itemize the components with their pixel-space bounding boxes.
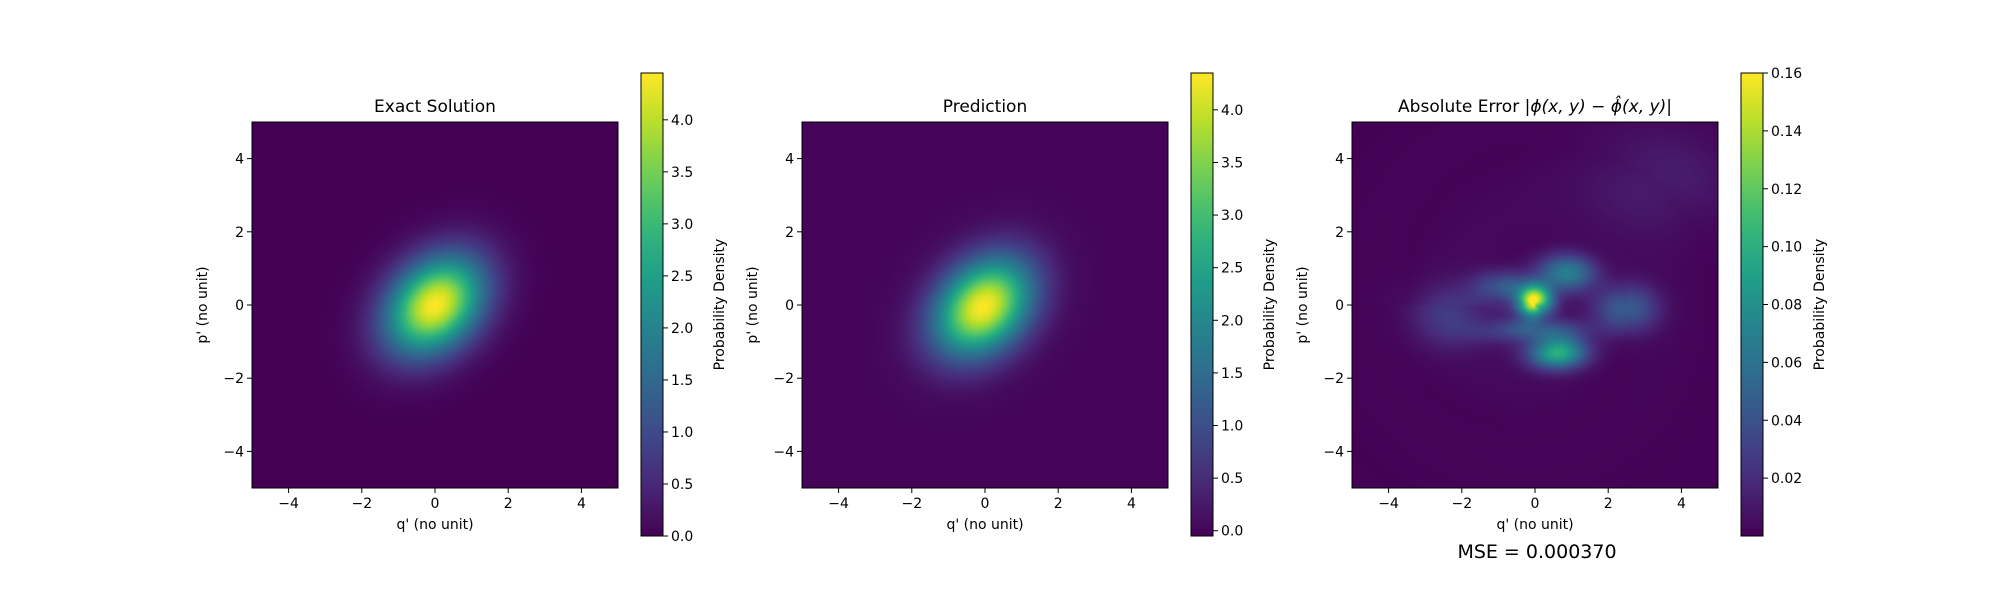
y-tick-label: 0 <box>785 298 794 314</box>
colorbar-tick-label: 4.0 <box>671 113 693 129</box>
colorbar-label: Probability Density <box>712 239 728 371</box>
heatmap-image <box>1352 122 1718 488</box>
y-tick-label: −4 <box>773 444 794 460</box>
chart-title: Prediction <box>943 97 1027 117</box>
x-axis-label: q' (no unit) <box>396 517 473 533</box>
colorbar-tick-label: 4.0 <box>1221 103 1243 119</box>
colorbar-tick-label: 3.5 <box>1221 155 1243 171</box>
x-tick-label: 0 <box>981 496 990 512</box>
colorbar <box>1190 72 1214 537</box>
chart-panel-2: −4 −4 −2 −2 0 0 2 2 4 4 q' (no unit) p' (no unit) Pr… <box>745 72 1278 540</box>
x-tick-label: 4 <box>1127 496 1136 512</box>
chart-title: Absolute Error |ϕ(x, y) − ϕ̂(x, y)| <box>1398 94 1672 117</box>
y-tick-label: −4 <box>1323 444 1344 460</box>
colorbar-tick-label: 1.0 <box>1221 419 1243 435</box>
colorbar-label: Probability Density <box>1262 239 1278 371</box>
y-tick-label: 0 <box>235 298 244 314</box>
heatmap-image <box>252 122 618 488</box>
x-tick-label: −2 <box>351 496 372 512</box>
colorbar-tick-label: 2.5 <box>1221 261 1243 277</box>
colorbar-tick-label: 0.08 <box>1771 298 1802 314</box>
colorbar-tick-label: 1.0 <box>671 425 693 441</box>
colorbar-tick-label: 0.10 <box>1771 240 1802 256</box>
y-tick-label: 0 <box>1335 298 1344 314</box>
x-tick-label: 2 <box>1604 496 1613 512</box>
colorbar-tick-label: 0.12 <box>1771 182 1802 198</box>
x-tick-label: 2 <box>504 496 513 512</box>
y-axis-label: p' (no unit) <box>745 266 761 343</box>
colorbar-tick-label: 0.04 <box>1771 413 1802 429</box>
y-tick-label: 4 <box>785 152 794 168</box>
x-axis-label: q' (no unit) <box>1496 517 1573 533</box>
y-tick-label: 4 <box>1335 152 1344 168</box>
colorbar <box>1740 72 1764 537</box>
chart-panel-3: −4 −4 −2 −2 0 0 2 2 4 4 q' (no unit) p' (no unit) Ab… <box>1295 66 1828 563</box>
colorbar-tick-label: 0.0 <box>1221 524 1243 540</box>
chart-panel-1: −4 −4 −2 −2 0 0 2 2 4 4 q' (no unit) p' (no unit) Ex… <box>195 72 728 545</box>
y-tick-label: 2 <box>785 225 794 241</box>
x-tick-label: −4 <box>828 496 849 512</box>
x-tick-label: 4 <box>577 496 586 512</box>
colorbar-tick-label: 0.5 <box>671 477 693 493</box>
colorbar-tick-label: 3.0 <box>671 217 693 233</box>
y-tick-label: 2 <box>235 225 244 241</box>
x-tick-label: −4 <box>278 496 299 512</box>
colorbar-tick-label: 0.0 <box>671 529 693 545</box>
colorbar-tick-label: 2.0 <box>1221 313 1243 329</box>
colorbar-tick-label: 0.06 <box>1771 355 1802 371</box>
y-tick-label: −4 <box>223 444 244 460</box>
title-formula: |ϕ(x, y) − ϕ̂(x, y)| <box>1519 94 1672 117</box>
colorbar-tick-label: 1.5 <box>671 373 693 389</box>
colorbar-tick-label: 0.16 <box>1771 66 1802 82</box>
colorbar-tick-label: 0.02 <box>1771 471 1802 487</box>
y-tick-label: −2 <box>223 371 244 387</box>
x-tick-label: 0 <box>431 496 440 512</box>
y-tick-label: −2 <box>773 371 794 387</box>
colorbar-tick-label: 0.5 <box>1221 471 1243 487</box>
y-tick-label: 4 <box>235 152 244 168</box>
x-tick-label: −2 <box>1451 496 1472 512</box>
x-tick-label: 4 <box>1677 496 1686 512</box>
x-tick-label: −4 <box>1378 496 1399 512</box>
x-tick-label: −2 <box>901 496 922 512</box>
colorbar-tick-label: 0.14 <box>1771 124 1802 140</box>
heatmap-image <box>802 122 1168 488</box>
colorbar-tick-label: 2.5 <box>671 269 693 285</box>
colorbar-tick-label: 1.5 <box>1221 366 1243 382</box>
x-tick-label: 2 <box>1054 496 1063 512</box>
y-axis-label: p' (no unit) <box>195 266 211 343</box>
x-tick-label: 0 <box>1531 496 1540 512</box>
colorbar-label: Probability Density <box>1812 239 1828 371</box>
colorbar-tick-label: 3.0 <box>1221 208 1243 224</box>
x-axis-label: q' (no unit) <box>946 517 1023 533</box>
y-tick-label: 2 <box>1335 225 1344 241</box>
colorbar <box>640 72 664 537</box>
y-axis-label: p' (no unit) <box>1295 266 1311 343</box>
chart-title: Exact Solution <box>374 97 496 117</box>
colorbar-tick-label: 2.0 <box>671 321 693 337</box>
colorbar-tick-label: 3.5 <box>671 165 693 181</box>
mse-annotation: MSE = 0.000370 <box>1457 541 1616 563</box>
y-tick-label: −2 <box>1323 371 1344 387</box>
